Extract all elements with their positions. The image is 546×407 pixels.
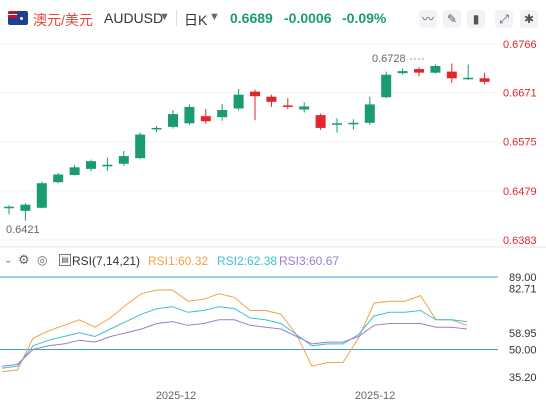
expand-icon[interactable]: ⤢ bbox=[495, 10, 513, 28]
candles bbox=[4, 63, 490, 221]
price-change-pct: -0.09% bbox=[342, 10, 387, 26]
rsi-series-line bbox=[1, 289, 468, 373]
candle-body bbox=[118, 156, 129, 164]
gear-icon[interactable]: ⚙ bbox=[18, 252, 30, 267]
rsi-label[interactable]: RSI(7,14,21) bbox=[72, 254, 141, 268]
rsi3-value: RSI3:60.67 bbox=[279, 254, 340, 268]
candle-body bbox=[299, 106, 310, 110]
pencil-icon[interactable]: ✎ bbox=[443, 10, 461, 28]
quote-header: 澳元/美元 AUDUSD ▼ 日K ▼ 0.6689 -0.0006 -0.09… bbox=[0, 0, 546, 36]
rsi-series-line bbox=[1, 306, 468, 369]
candle-body bbox=[184, 106, 195, 124]
price-tick-label: 0.6766 bbox=[503, 39, 537, 51]
candle-body bbox=[446, 71, 457, 79]
price-change: -0.0006 bbox=[284, 10, 332, 26]
header-divider bbox=[176, 10, 177, 26]
candle-body bbox=[233, 94, 244, 109]
candle-body bbox=[217, 110, 228, 118]
last-price: 0.6689 bbox=[230, 10, 273, 26]
candle-body bbox=[381, 74, 392, 98]
collapse-icon[interactable]: ⌄ bbox=[4, 255, 13, 266]
low-annotation: 0.6421 bbox=[6, 224, 40, 236]
candle-body bbox=[414, 69, 424, 73]
candle-body bbox=[397, 71, 408, 74]
eye-icon[interactable]: ◎ bbox=[37, 253, 48, 267]
candle-body bbox=[250, 91, 260, 97]
symbol-code[interactable]: AUDUSD bbox=[104, 10, 164, 26]
rsi-series-line bbox=[1, 319, 468, 367]
candle-body bbox=[348, 122, 359, 125]
x-tick-label: 2025-12 bbox=[156, 390, 196, 402]
candle-body bbox=[266, 96, 277, 102]
caret-down-icon[interactable]: ▼ bbox=[209, 11, 220, 23]
candle-body bbox=[135, 134, 146, 159]
high-annotation: 0.6728 bbox=[372, 53, 406, 65]
candle-toggle-icon[interactable]: ▮ bbox=[467, 10, 485, 28]
candle-body bbox=[86, 161, 96, 169]
candle-body bbox=[102, 164, 113, 167]
candle-body bbox=[463, 77, 474, 80]
rsi-tick-label: 58.95 bbox=[509, 328, 537, 340]
candle-body bbox=[20, 204, 31, 211]
price-tick-label: 0.6383 bbox=[503, 235, 537, 247]
x-axis: 2025-12 2025-12 bbox=[156, 390, 395, 402]
candle-body bbox=[364, 104, 375, 123]
candle-body bbox=[36, 183, 47, 208]
rsi1-value: RSI1:60.32 bbox=[148, 254, 209, 268]
price-tick-label: 0.6479 bbox=[503, 186, 537, 198]
rsi-tick-label: 50.00 bbox=[509, 344, 537, 356]
grid-lines bbox=[0, 43, 498, 241]
candle-body bbox=[53, 174, 64, 183]
candle-body bbox=[315, 115, 326, 128]
price-tick-label: 0.6575 bbox=[503, 137, 537, 149]
pair-name[interactable]: 澳元/美元 bbox=[33, 12, 93, 28]
candle-body bbox=[282, 105, 293, 107]
candle-body bbox=[4, 206, 14, 209]
rsi-tick-label: 89.00 bbox=[509, 272, 537, 284]
rsi-tick-bg bbox=[500, 342, 544, 357]
candle-body bbox=[151, 127, 162, 130]
line-chart-icon[interactable]: 〰 bbox=[419, 10, 437, 28]
candle-body bbox=[200, 116, 211, 122]
candle-body bbox=[168, 114, 178, 127]
candle-body bbox=[69, 167, 80, 176]
period-selector[interactable]: 日K bbox=[184, 12, 208, 28]
rsi-tick-label: 35.20 bbox=[509, 372, 537, 384]
candle-body bbox=[479, 78, 490, 82]
rsi-tick-bg bbox=[500, 270, 544, 284]
rsi-lines bbox=[1, 289, 468, 373]
rsi-tick-label: 82.71 bbox=[509, 284, 537, 296]
candle-body bbox=[430, 66, 441, 73]
caret-down-icon[interactable]: ▼ bbox=[159, 11, 170, 23]
price-axis: 0.6766 0.6671 0.6575 0.6479 0.6383 bbox=[503, 39, 537, 247]
indicator-icon[interactable]: ▤ bbox=[59, 254, 71, 266]
flag-au-icon bbox=[8, 11, 28, 25]
candle-body bbox=[332, 123, 342, 125]
price-tick-label: 0.6671 bbox=[503, 88, 537, 100]
settings-icon[interactable]: ✱ bbox=[520, 10, 538, 28]
x-tick-label: 2025-12 bbox=[355, 390, 395, 402]
rsi2-value: RSI2:62.38 bbox=[217, 254, 278, 268]
